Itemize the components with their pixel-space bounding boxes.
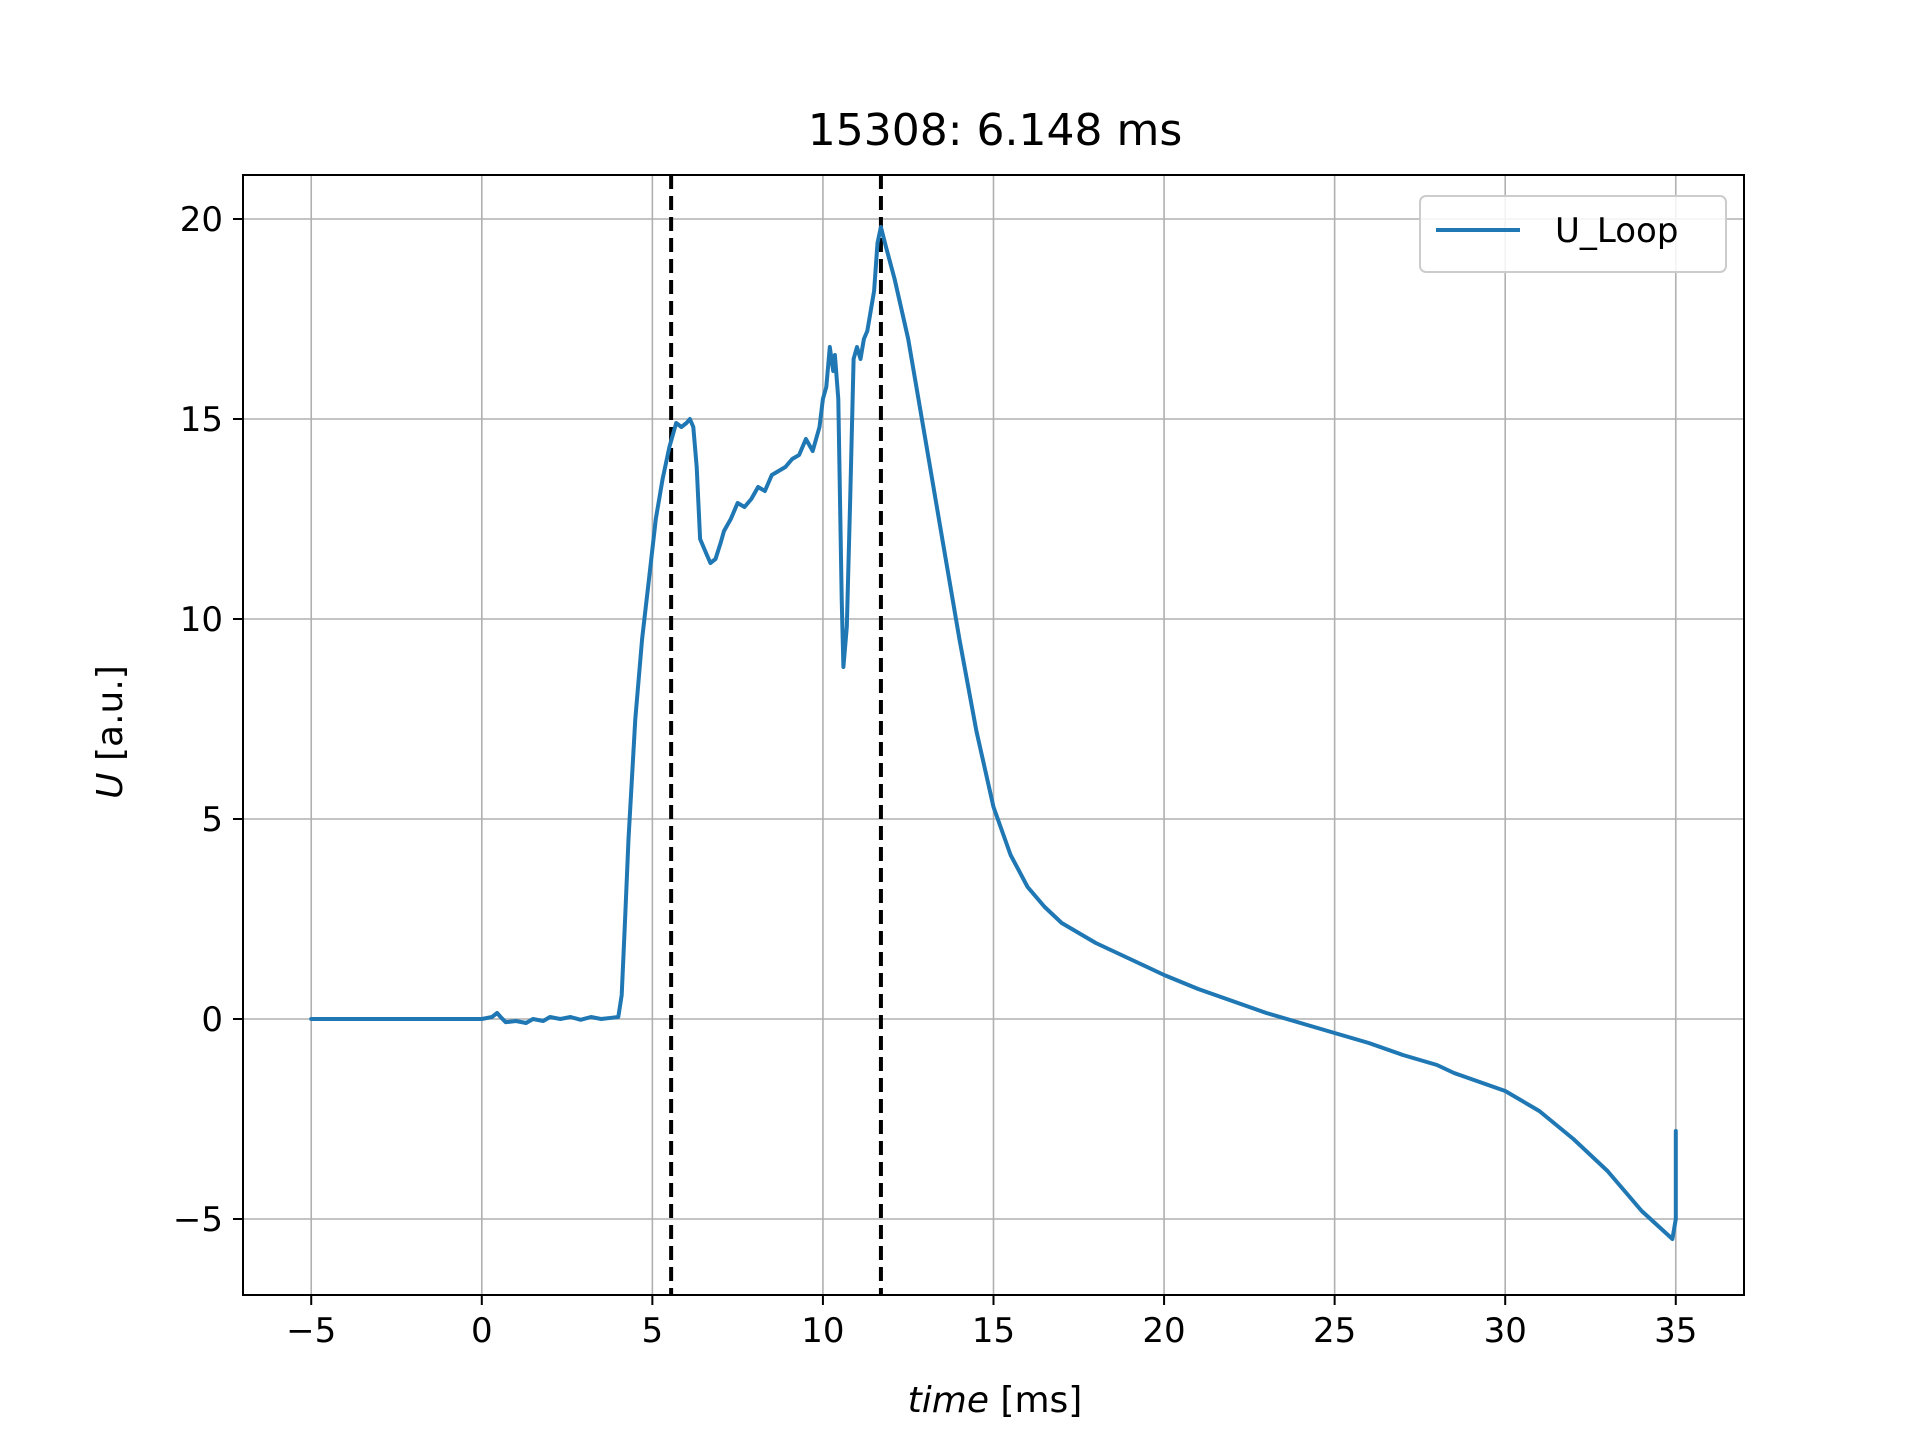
legend-box (1419, 195, 1727, 273)
y-axis-label-variable: U (90, 772, 131, 798)
x-tick-label: 5 (642, 1311, 664, 1351)
y-tick-label: 15 (180, 400, 223, 440)
y-tick-label: 0 (201, 1000, 223, 1040)
grid (243, 175, 1744, 1295)
y-tick-label: −5 (173, 1200, 223, 1240)
x-axis-ticks: −5 0 5 10 15 20 25 30 35 (286, 1295, 1697, 1351)
y-axis-label: U [a.u.] (90, 665, 131, 799)
x-axis-label-unit: [ms] (989, 1380, 1082, 1421)
x-axis-label-variable: time (908, 1380, 989, 1421)
y-axis-label-unit: [a.u.] (90, 665, 131, 772)
x-tick-label: 25 (1313, 1311, 1356, 1351)
x-tick-label: 15 (972, 1311, 1015, 1351)
x-tick-label: 35 (1654, 1311, 1697, 1351)
y-tick-label: 10 (180, 600, 223, 640)
x-tick-label: 30 (1484, 1311, 1527, 1351)
legend-label-u-loop: U_Loop (1555, 211, 1678, 251)
series-line-u-loop (309, 225, 1678, 1241)
x-tick-label: 0 (471, 1311, 493, 1351)
x-tick-label: 10 (801, 1311, 844, 1351)
event-markers (669, 175, 883, 1295)
x-tick-label: 20 (1142, 1311, 1185, 1351)
x-axis-label: time [ms] (908, 1380, 1083, 1421)
x-tick-label: −5 (286, 1311, 336, 1351)
chart-title: 15308: 6.148 ms (808, 105, 1183, 156)
legend: U_Loop (1419, 195, 1727, 273)
y-axis-ticks: −5 0 5 10 15 20 (173, 200, 243, 1240)
series-layer (309, 225, 1678, 1241)
y-tick-label: 5 (201, 800, 223, 840)
y-tick-label: 20 (180, 200, 223, 240)
